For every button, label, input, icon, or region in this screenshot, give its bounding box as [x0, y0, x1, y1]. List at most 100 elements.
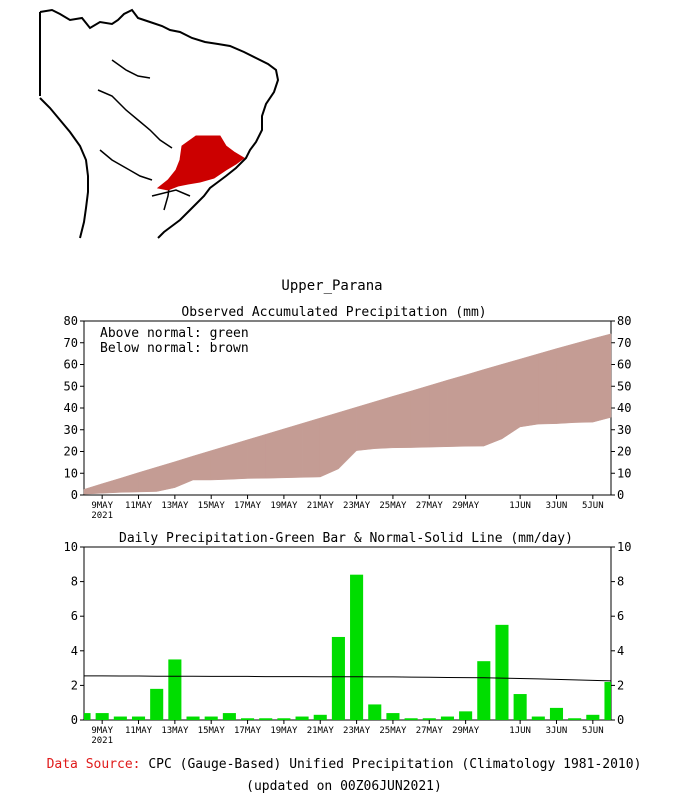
legend-below-normal: Below normal: brown: [100, 341, 249, 356]
daily-bar: [277, 718, 291, 720]
acc-diff-segment: [374, 395, 394, 449]
daily-xtick-label: 27MAY: [416, 726, 444, 736]
legend-above-normal: Above normal: green: [100, 326, 249, 341]
acc-xtick-label: 29MAY: [452, 501, 480, 511]
acc-xtick-label: 23MAY: [343, 501, 371, 511]
daily-xtick-label: 13MAY: [161, 726, 189, 736]
updated-line: (updated on 00Z06JUN2021): [246, 779, 442, 794]
acc-diff-segment: [265, 428, 285, 479]
acc-xtick-label: 15MAY: [198, 501, 226, 511]
daily-bar: [84, 713, 91, 720]
acc-diff-segment: [138, 466, 157, 493]
acc-diff-segment: [538, 348, 557, 425]
acc-diff-segment: [556, 343, 575, 424]
acc-ytick-left: 30: [64, 423, 78, 437]
acc-ytick-left: 20: [64, 445, 78, 459]
daily-bar: [150, 688, 164, 720]
daily-xtick-label: 29MAY: [452, 726, 480, 736]
accumulated-chart: 0 0 10 10 20 20 30 30 40 40 50 50 60 60 70 70 80 80 9MAY20…: [64, 314, 632, 521]
daily-bar: [295, 716, 309, 720]
daily-bar: [440, 716, 454, 720]
daily-bar: [168, 659, 182, 720]
acc-ytick-right: 60: [617, 358, 631, 372]
daily-xtick-label: 17MAY: [234, 726, 262, 736]
daily-ytick-left: 2: [71, 678, 78, 692]
acc-diff-segment: [283, 423, 303, 479]
daily-bar: [204, 716, 218, 720]
daily-xtick-label: 9MAY: [91, 726, 113, 736]
daily-xtick-label: 5JUN: [582, 726, 604, 736]
daily-bar: [604, 681, 611, 720]
daily-normal-line: [84, 675, 612, 682]
acc-xtick-label: 19MAY: [270, 501, 298, 511]
daily-bar: [459, 711, 473, 720]
acc-xtick-year: 2021: [91, 511, 113, 521]
acc-ytick-left: 50: [64, 379, 78, 393]
acc-diff-segment: [210, 444, 230, 481]
acc-ytick-right: 0: [617, 488, 624, 502]
acc-diff-segment: [156, 461, 176, 492]
acc-diff-segment: [392, 390, 412, 449]
acc-diff-segment: [501, 358, 521, 440]
daily-chart-title: Daily Precipitation-Green Bar & Normal-S…: [119, 531, 573, 546]
daily-xtick-label: 21MAY: [307, 726, 335, 736]
daily-ytick-right: 4: [617, 644, 624, 658]
daily-bar: [477, 661, 491, 720]
daily-bar: [186, 716, 200, 720]
acc-ytick-left: 10: [64, 466, 78, 480]
daily-xtick-label: 1JUN: [509, 726, 531, 736]
acc-diff-segment: [483, 363, 503, 447]
daily-bar: [531, 716, 545, 720]
acc-diff-segment: [338, 406, 357, 470]
acc-xtick-label: 27MAY: [416, 501, 444, 511]
daily-ytick-right: 10: [617, 540, 631, 554]
acc-diff-segment: [519, 353, 539, 428]
acc-diff-segment: [574, 338, 594, 423]
acc-ytick-right: 80: [617, 314, 631, 328]
data-source-line: Data Source: CPC (Gauge-Based) Unified P…: [0, 757, 688, 772]
acc-ytick-right: 30: [617, 423, 631, 437]
daily-ytick-right: 6: [617, 609, 624, 623]
chart-area: Upper_Parana Observed Accumulated Precip…: [64, 278, 632, 746]
daily-bar: [495, 624, 509, 720]
daily-bar: [350, 574, 364, 720]
location-map: [39, 8, 280, 239]
daily-bar: [368, 704, 382, 720]
south-america-outline: [39, 8, 280, 239]
acc-ytick-right: 20: [617, 445, 631, 459]
daily-xtick-label: 25MAY: [379, 726, 407, 736]
daily-bar: [568, 718, 582, 720]
acc-diff-segment: [120, 472, 139, 493]
daily-xtick-label: 23MAY: [343, 726, 371, 736]
acc-diff-segment: [229, 439, 248, 480]
acc-diff-segment: [247, 433, 266, 479]
acc-xtick-label: 3JUN: [546, 501, 568, 511]
region-title: Upper_Parana: [281, 278, 382, 294]
daily-plot-frame: [83, 546, 612, 721]
daily-bar: [404, 718, 418, 720]
upper-parana-basin: [156, 135, 245, 191]
daily-bar: [222, 713, 236, 720]
daily-xtick-label: 19MAY: [270, 726, 298, 736]
daily-ytick-left: 10: [64, 540, 78, 554]
data-source-label: Data Source:: [46, 757, 141, 772]
acc-ytick-left: 80: [64, 314, 78, 328]
acc-xtick-label: 11MAY: [125, 501, 153, 511]
daily-ytick-right: 8: [617, 575, 624, 589]
acc-xtick-label: 5JUN: [582, 501, 604, 511]
accumulated-chart-title: Observed Accumulated Precipitation (mm): [181, 305, 486, 320]
daily-xtick-label: 3JUN: [546, 726, 568, 736]
acc-ytick-left: 0: [71, 488, 78, 502]
acc-diff-segment: [429, 379, 448, 448]
acc-diff-segment: [174, 455, 194, 488]
daily-bar: [549, 707, 564, 720]
daily-xtick-label: 15MAY: [198, 726, 226, 736]
acc-diff-segment: [592, 333, 612, 423]
daily-ytick-left: 8: [71, 575, 78, 589]
acc-diff-segment: [101, 477, 121, 494]
daily-bar: [386, 713, 400, 720]
daily-bar: [422, 718, 436, 720]
acc-ytick-left: 40: [64, 401, 78, 415]
data-source-text: CPC (Gauge-Based) Unified Precipitation …: [148, 757, 642, 772]
daily-bar: [586, 714, 600, 720]
